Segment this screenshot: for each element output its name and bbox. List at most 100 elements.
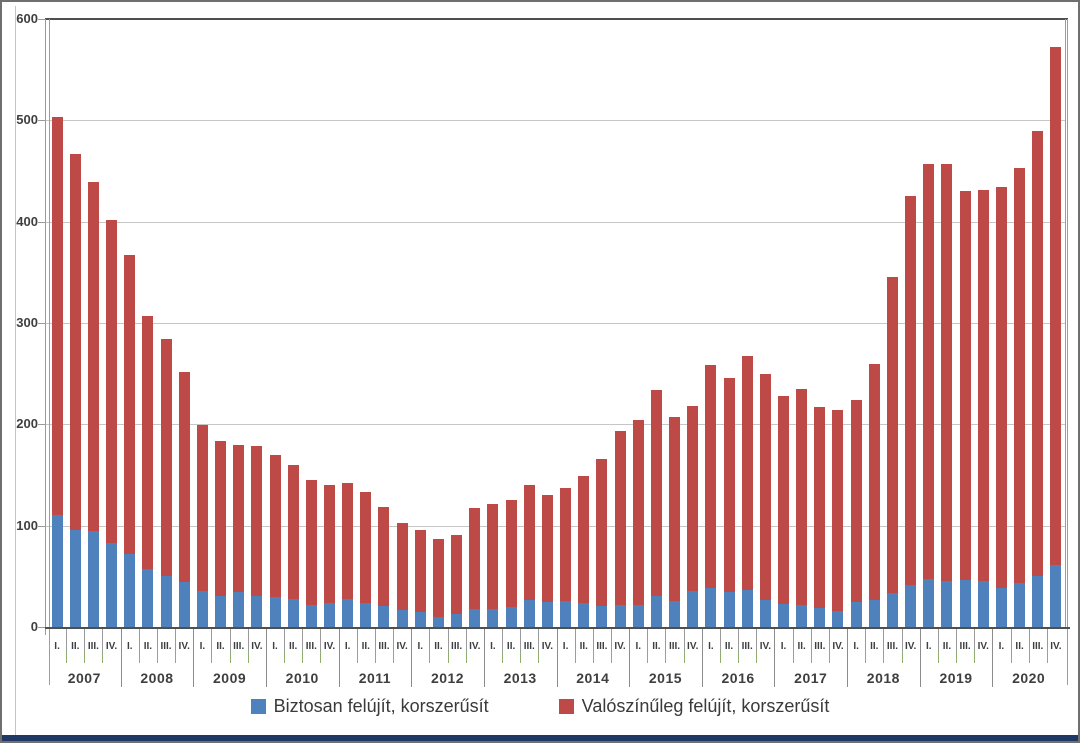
- bar-2014-II.-segment-valoszinuleg: [578, 476, 590, 603]
- bar-2016-I.-segment-biztosan: [705, 588, 717, 627]
- x-axis-quarter-label-2011-IV.: IV.: [396, 641, 408, 652]
- x-axis-year-label-2018: 2018: [866, 670, 900, 686]
- x-axis-quarter-label-2010-IV.: IV.: [323, 641, 336, 652]
- bar-2012-IV.-segment-valoszinuleg: [469, 508, 481, 609]
- x-axis-quarter-label-2015-I.: I.: [635, 641, 641, 652]
- x-axis-quarter-label-2020-III.: III.: [1032, 641, 1044, 652]
- bar-2015-II.-segment-valoszinuleg: [650, 389, 662, 596]
- x-axis-quarter-label-2010-III.: III.: [305, 641, 317, 652]
- bar-2007-IV.-segment-valoszinuleg: [106, 219, 118, 543]
- quarter-separator-tick: [393, 629, 395, 651]
- year-separator: [919, 629, 921, 687]
- bar-2020-III.-segment-valoszinuleg: [1032, 131, 1044, 577]
- bar-2007-II.-segment-valoszinuleg: [69, 153, 81, 530]
- quarter-separator-tick: [156, 629, 158, 651]
- bar-2007-I.-segment-valoszinuleg: [51, 117, 63, 515]
- bar-2020-I.-segment-biztosan: [995, 588, 1007, 627]
- quarter-separator-tick: [901, 629, 903, 651]
- bar-2016-IV.-segment-valoszinuleg: [759, 373, 771, 600]
- x-axis-quarter-label-2020-IV.: IV.: [1050, 641, 1062, 652]
- bar-2015-IV.-segment-biztosan: [687, 590, 699, 627]
- quarter-separator-tick: [810, 629, 812, 651]
- quarter-separator-tick: [84, 629, 86, 651]
- green-guide-left-margin: [15, 6, 16, 739]
- y-tick-600: [38, 19, 46, 20]
- year-separator: [701, 629, 703, 687]
- bar-2018-III.-segment-valoszinuleg: [886, 277, 898, 593]
- quarter-separator-tick: [175, 629, 177, 651]
- bar-2011-I.-segment-biztosan: [342, 598, 354, 627]
- bar-2008-I.-segment-valoszinuleg: [124, 255, 136, 555]
- year-separator: [483, 629, 485, 687]
- bar-2020-II.-segment-biztosan: [1014, 583, 1026, 627]
- quarter-separator-tick: [719, 629, 721, 651]
- bar-2017-I.-segment-biztosan: [778, 603, 789, 627]
- bar-2010-IV.-segment-valoszinuleg: [323, 485, 335, 603]
- quarter-separator-tick: [102, 629, 104, 651]
- bar-2018-IV.-segment-valoszinuleg: [905, 196, 917, 586]
- x-axis-quarter-label-2010-II.: II.: [288, 641, 298, 652]
- x-axis-quarter-label-2018-III.: III.: [886, 641, 899, 652]
- bar-2018-II.-segment-biztosan: [868, 599, 880, 627]
- bar-2011-III.-segment-biztosan: [378, 605, 390, 627]
- bar-2015-III.-segment-biztosan: [669, 600, 681, 627]
- x-axis-quarter-label-2014-II.: II.: [579, 641, 588, 652]
- quarter-separator-tick: [883, 629, 885, 651]
- x-axis-year-label-2011: 2011: [358, 670, 392, 686]
- x-axis-quarter-label-2008-III.: III.: [160, 641, 172, 652]
- bar-2020-II.-segment-valoszinuleg: [1014, 167, 1026, 584]
- plot-left-border-green: [49, 19, 50, 685]
- quarter-separator-tick: [520, 629, 522, 651]
- bar-2012-II.-segment-valoszinuleg: [432, 538, 444, 617]
- bar-2013-II.-segment-valoszinuleg: [505, 500, 517, 607]
- bar-2013-I.-segment-valoszinuleg: [487, 504, 499, 609]
- x-axis-quarter-label-2012-IV.: IV.: [469, 641, 481, 652]
- quarter-separator-tick: [683, 629, 685, 651]
- year-separator: [992, 629, 994, 687]
- gridline-600: [45, 18, 1068, 20]
- x-axis-quarter-label-2017-IV.: IV.: [832, 641, 844, 652]
- bar-2017-III.-segment-valoszinuleg: [814, 407, 826, 608]
- x-axis-quarter-label-2015-III.: III.: [668, 641, 681, 652]
- bar-2016-II.-segment-valoszinuleg: [723, 377, 735, 592]
- bar-2013-III.-segment-biztosan: [523, 599, 535, 627]
- quarter-separator-tick: [974, 629, 976, 651]
- x-axis-quarter-label-2012-II.: II.: [434, 641, 443, 652]
- bar-2014-IV.-segment-biztosan: [614, 604, 626, 627]
- gridline-200: [46, 424, 1065, 426]
- quarter-separator-tick: [574, 629, 576, 651]
- bar-2012-II.-segment-biztosan: [432, 616, 444, 627]
- y-axis-label-0: 0: [30, 619, 38, 634]
- bar-2014-I.-segment-valoszinuleg: [560, 488, 572, 601]
- quarter-separator-tick: [1046, 629, 1048, 651]
- year-separator: [338, 629, 340, 687]
- bar-2014-II.-segment-biztosan: [578, 602, 590, 627]
- bar-2008-III.-segment-valoszinuleg: [160, 339, 172, 577]
- bar-2012-IV.-segment-biztosan: [469, 608, 481, 627]
- quarter-separator-tick: [302, 629, 304, 651]
- x-axis-line: [45, 627, 1070, 629]
- bar-2013-III.-segment-valoszinuleg: [523, 485, 535, 600]
- bar-2009-IV.-segment-biztosan: [251, 595, 263, 627]
- x-axis-quarter-label-2008-II.: II.: [143, 641, 153, 652]
- bar-2009-III.-segment-biztosan: [233, 591, 245, 627]
- x-axis-quarter-label-2020-I.: I.: [998, 641, 1005, 652]
- bar-2017-IV.-segment-biztosan: [832, 610, 844, 627]
- x-axis-quarter-label-2016-III.: III.: [741, 641, 753, 652]
- y-tick-500: [38, 120, 46, 122]
- bar-2016-I.-segment-valoszinuleg: [705, 364, 717, 589]
- bar-2010-II.-segment-biztosan: [287, 598, 299, 627]
- x-axis-quarter-label-2016-I.: I.: [708, 641, 714, 652]
- quarter-separator-tick: [647, 629, 649, 651]
- x-axis-quarter-label-2007-III.: III.: [87, 641, 99, 652]
- bar-2019-I.-segment-biztosan: [923, 579, 935, 627]
- bar-2014-III.-segment-valoszinuleg: [596, 458, 608, 606]
- quarter-separator-tick: [738, 629, 740, 651]
- year-separator: [411, 629, 413, 687]
- bar-2019-IV.-segment-biztosan: [977, 581, 989, 627]
- bar-2014-I.-segment-biztosan: [560, 600, 572, 627]
- bar-2019-IV.-segment-valoszinuleg: [977, 190, 989, 582]
- x-axis-year-label-2007: 2007: [67, 670, 101, 686]
- gridline-100: [46, 525, 1065, 527]
